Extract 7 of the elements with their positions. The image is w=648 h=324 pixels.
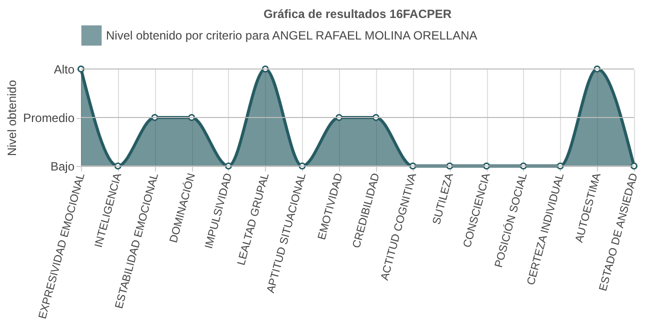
x-tick-label: LEALTAD GRUPAL bbox=[236, 172, 272, 267]
category-label: Alto bbox=[54, 62, 74, 76]
y-axis-title: Nivel obtenido bbox=[5, 80, 20, 156]
category-label: Bajo bbox=[50, 160, 74, 174]
legend-label: Nivel obtenido por criterio para ANGEL RAFAEL MOLINA ORELLANA bbox=[106, 28, 478, 42]
category-label: Promedio bbox=[23, 111, 74, 125]
chart-title: Gráfica de resultados 16FACPER bbox=[263, 7, 452, 21]
